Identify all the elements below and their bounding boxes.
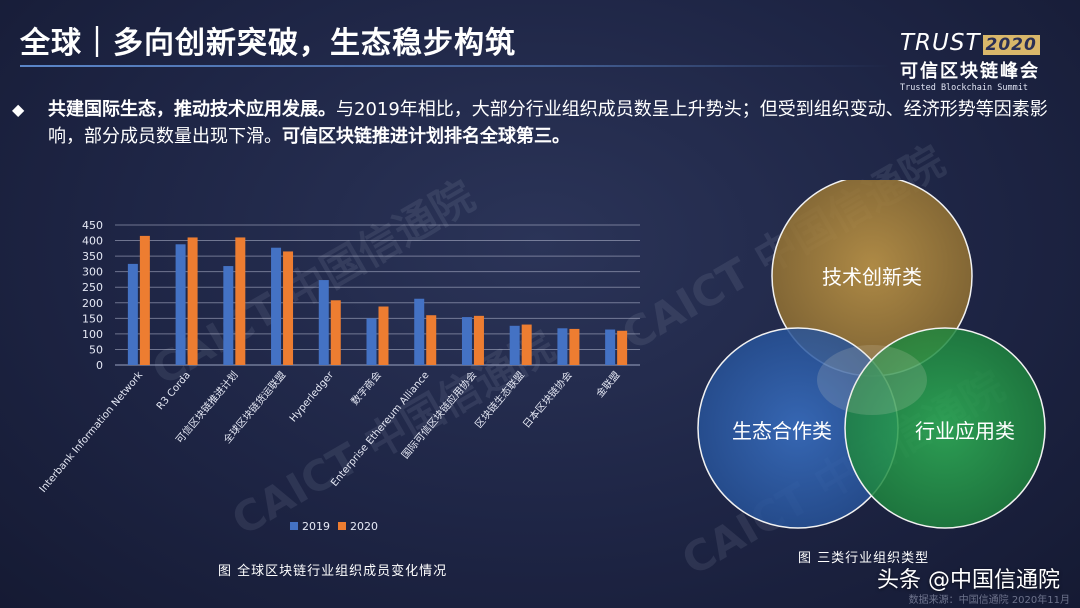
x-tick-label: 国际可信区块链应用协会 xyxy=(399,369,480,462)
y-tick-label: 150 xyxy=(82,312,103,325)
x-tick-label: 数字商会 xyxy=(348,369,384,408)
bar-2020 xyxy=(283,251,294,365)
bar-2020 xyxy=(426,315,437,365)
bar-2019 xyxy=(557,328,568,365)
source-note: 数据来源：中国信通院 2020年11月 xyxy=(908,595,1070,606)
legend-label: 2019 xyxy=(302,520,330,533)
venn-caption: 图 三类行业组织类型 xyxy=(798,551,930,566)
bar-2020 xyxy=(617,330,628,365)
bar-2020 xyxy=(235,237,246,365)
slide-title: 全球｜多向创新突破，生态稳步构筑 xyxy=(20,26,516,61)
diamond-bullet-icon: ◆ xyxy=(12,100,25,119)
legend-swatch-2019 xyxy=(290,522,298,530)
x-tick-label: 区块链生态联盟 xyxy=(472,369,527,431)
bar-2019 xyxy=(318,280,329,365)
body-normal-text: 与2019年相比，大部分行业组织成员数呈上升势头；但受到组织变动、经济形势等因素… xyxy=(48,99,1048,147)
bar-2019 xyxy=(414,298,425,365)
x-tick-label: Interbank Information Network xyxy=(38,370,146,495)
venn-diagram: 技术创新类 生态合作类 行业应用类 xyxy=(697,180,1046,529)
y-tick-label: 0 xyxy=(96,359,103,372)
y-tick-label: 250 xyxy=(82,281,103,294)
bar-chart: 0 50 100 150 200 250 300 350 400 450 Interbank Inf… xyxy=(38,219,640,533)
body-bold-lead: 共建国际生态，推动技术应用发展。 xyxy=(48,99,336,120)
x-tick-label: 金联盟 xyxy=(593,369,622,400)
logo-chinese-name: 可信区块链峰会 xyxy=(900,61,1040,82)
bar-2020 xyxy=(473,315,484,365)
venn-center-overlap xyxy=(817,345,927,415)
x-tick-label: Enterprise Ethereum Alliance xyxy=(329,370,431,489)
bar-2019 xyxy=(175,244,186,365)
title-underline xyxy=(20,65,890,67)
legend-swatch-2020 xyxy=(338,522,346,530)
y-tick-label: 50 xyxy=(89,343,103,356)
bar-2019 xyxy=(271,247,282,365)
bar-2019 xyxy=(509,325,520,365)
logo-year: 2020 xyxy=(982,35,1040,55)
logo-word: TRUST xyxy=(900,30,981,56)
y-tick-label: 100 xyxy=(82,328,103,341)
bar-2020 xyxy=(569,328,580,365)
footer-attribution: 头条 @中国信通院 xyxy=(877,568,1060,593)
bar-2020 xyxy=(139,235,150,365)
logo-wordmark: TRUST 2020 xyxy=(900,30,1050,56)
bar-2020 xyxy=(330,300,341,365)
x-tick-label: Hyperledger xyxy=(288,369,337,424)
chart-caption: 图 全球区块链行业组织成员变化情况 xyxy=(218,564,448,579)
logo-english-name: Trusted Blockchain Summit xyxy=(900,83,1028,93)
venn-label-tech-innovation: 技术创新类 xyxy=(822,265,922,289)
y-tick-label: 450 xyxy=(82,219,103,232)
bar-2019 xyxy=(605,329,616,365)
bar-2020 xyxy=(187,237,198,365)
legend-label: 2020 xyxy=(350,520,378,533)
bar-2019 xyxy=(461,317,472,365)
y-tick-label: 400 xyxy=(82,235,103,248)
body-bold-conclusion: 可信区块链推进计划排名全球第三。 xyxy=(282,126,570,147)
venn-label-ecosystem-cooperation: 生态合作类 xyxy=(732,419,832,443)
venn-circle-industry-application xyxy=(844,327,1046,529)
venn-label-industry-application: 行业应用类 xyxy=(915,419,1015,443)
y-tick-label: 300 xyxy=(82,266,103,279)
bar-2020 xyxy=(521,324,532,365)
bar-2019 xyxy=(366,318,377,365)
bar-2019 xyxy=(127,263,138,365)
x-tick-label: 日本区块链协会 xyxy=(520,369,575,431)
y-tick-label: 200 xyxy=(82,297,103,310)
x-tick-label: R3 Corda xyxy=(155,370,193,412)
bar-2020 xyxy=(378,306,389,365)
body-paragraph: ◆ 共建国际生态，推动技术应用发展。与2019年相比，大部分行业组织成员数呈上升… xyxy=(12,96,1058,150)
trust-logo: TRUST 2020 可信区块链峰会 Trusted Blockchain Sum… xyxy=(900,30,1050,93)
bar-2019 xyxy=(223,266,234,365)
y-tick-label: 350 xyxy=(82,250,103,263)
